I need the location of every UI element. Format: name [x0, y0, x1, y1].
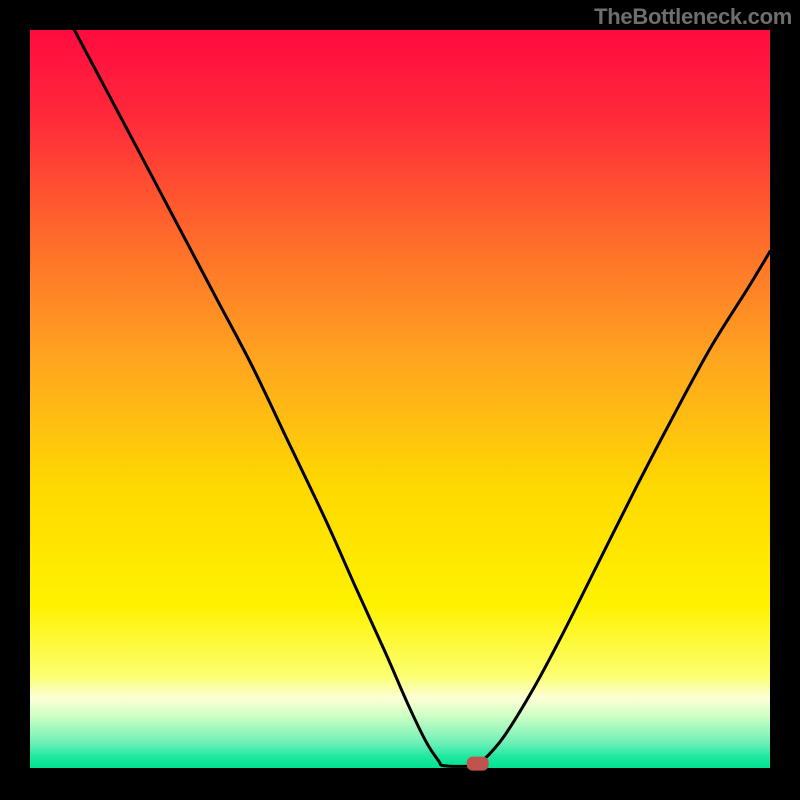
- gradient-plot-area: [30, 30, 770, 768]
- watermark-text: TheBottleneck.com: [594, 4, 792, 30]
- chart-container: TheBottleneck.com: [0, 0, 800, 800]
- bottleneck-marker: [467, 757, 489, 771]
- bottleneck-chart: [0, 0, 800, 800]
